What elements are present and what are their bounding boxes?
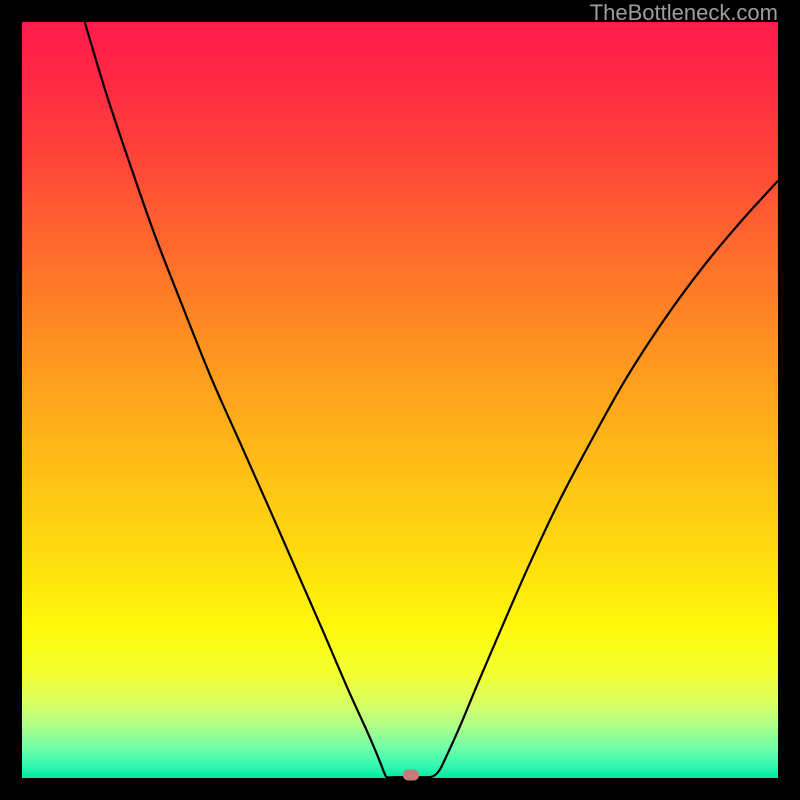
curve-path [85, 22, 778, 777]
chart-container: TheBottleneck.com [0, 0, 800, 800]
optimum-marker [403, 769, 419, 780]
watermark-text: TheBottleneck.com [590, 0, 778, 26]
plot-area [22, 22, 778, 778]
bottleneck-curve [22, 22, 778, 778]
